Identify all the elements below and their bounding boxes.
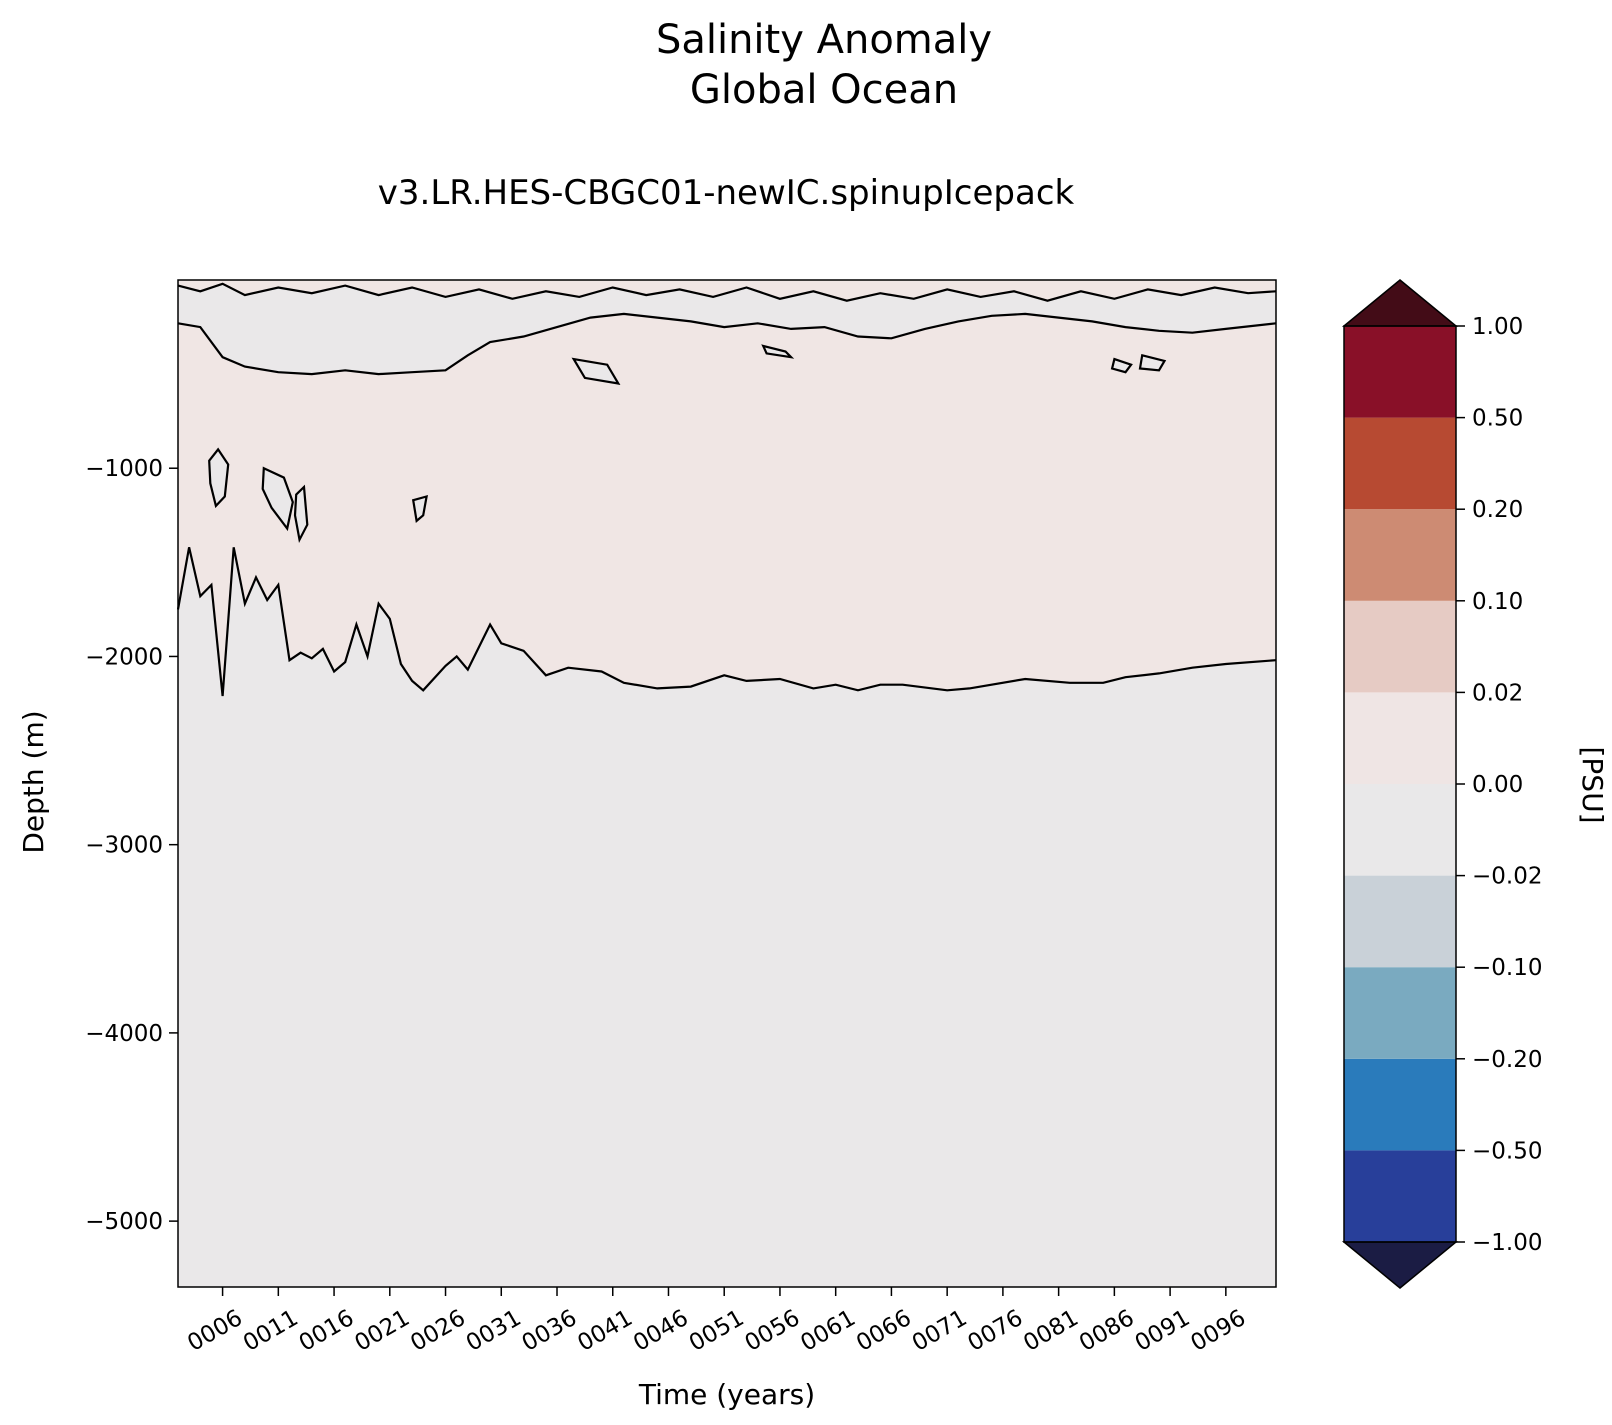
chart-title: Salinity Anomaly: [656, 17, 992, 63]
colorbar-tick-label: −0.10: [1472, 955, 1542, 981]
x-tick-label: 0041: [573, 1305, 637, 1357]
x-tick-label: 0021: [350, 1305, 414, 1357]
x-tick-label: 0026: [406, 1305, 470, 1357]
colorbar-tick-label: 0.50: [1472, 406, 1523, 432]
colorbar-tick-label: −1.00: [1472, 1230, 1542, 1256]
y-tick-label: −3000: [85, 833, 163, 859]
zero-contour-main: [176, 547, 1277, 697]
closed-contour-1: [261, 466, 294, 532]
closed-contour-0: [208, 447, 230, 509]
x-tick-label: 0096: [1186, 1305, 1250, 1357]
x-tick-label: 0051: [685, 1305, 749, 1357]
colorbar-segment: [1344, 600, 1456, 693]
x-tick-label: 0086: [1075, 1305, 1139, 1357]
y-tick-label: −2000: [85, 644, 163, 670]
colorbar-segment: [1344, 1150, 1456, 1242]
x-tick-label: 0046: [629, 1305, 693, 1357]
x-tick-label: 0066: [852, 1305, 916, 1357]
y-axis-ticks: −1000 −2000 −3000 −4000 −5000: [85, 456, 178, 1235]
colorbar-segment: [1344, 967, 1456, 1059]
colorbar: −1.00 −0.50 −0.20 −0.10 −0.02 0.00 0.02 0.10 0.2…: [1341, 279, 1542, 1289]
colorbar-label: [PSU]: [1576, 747, 1609, 824]
colorbar-segment: [1344, 326, 1456, 418]
chart-subtitle: v3.LR.HES-CBGC01-newIC.spinupIcepack: [378, 173, 1075, 213]
plot-area: [176, 279, 1277, 1288]
y-tick-label: −5000: [85, 1209, 163, 1235]
y-tick-label: −1000: [85, 456, 163, 482]
x-tick-label: 0081: [1019, 1305, 1083, 1357]
colorbar-tick-label: 1.00: [1472, 314, 1523, 340]
x-axis-label: Time (years): [638, 1378, 815, 1411]
colorbar-segment: [1344, 875, 1456, 968]
positive-anomaly-region: [178, 313, 1276, 696]
colorbar-tick-label: 0.20: [1472, 497, 1523, 523]
colorbar-segment: [1344, 1058, 1456, 1151]
colorbar-extend-low: [1341, 1241, 1459, 1289]
x-tick-label: 0061: [796, 1305, 860, 1357]
colorbar-segment: [1344, 692, 1456, 784]
closed-pocket-0: [209, 449, 229, 506]
closed-contour-2: [293, 484, 309, 544]
closed-contour-3: [411, 494, 428, 523]
closed-contour-4: [571, 357, 621, 385]
x-tick-label: 0056: [741, 1305, 805, 1357]
colorbar-tick-label: 0.00: [1472, 772, 1523, 798]
colorbar-segment: [1344, 417, 1456, 510]
x-tick-label: 0076: [964, 1305, 1028, 1357]
colorbar-tick-label: 0.10: [1472, 589, 1523, 615]
closed-contour-6: [1110, 357, 1133, 374]
closed-pocket-7: [1140, 355, 1165, 371]
colorbar-tick-label: −0.02: [1472, 864, 1542, 890]
x-tick-label: 0091: [1131, 1305, 1195, 1357]
zero-contour-upper: [177, 312, 1277, 376]
colorbar-extend-high: [1341, 279, 1459, 327]
x-tick-label: 0011: [239, 1305, 303, 1357]
y-tick-label: −4000: [85, 1021, 163, 1047]
colorbar-tick-label: 0.02: [1472, 680, 1523, 706]
plot-frame: [177, 279, 1277, 1288]
x-tick-label: 0031: [462, 1305, 526, 1357]
colorbar-tick-label: −0.20: [1472, 1047, 1542, 1073]
colorbar-segment: [1344, 509, 1456, 601]
x-tick-label: 0036: [518, 1305, 582, 1357]
x-tick-label: 0016: [295, 1305, 359, 1357]
surface-positive-band: [178, 280, 1276, 301]
closed-contour-5: [761, 344, 795, 359]
y-axis-label: Depth (m): [17, 710, 50, 853]
chart-title-line2: Global Ocean: [690, 67, 958, 113]
colorbar-segment: [1344, 784, 1456, 876]
zero-contours: [176, 282, 1277, 697]
x-axis-ticks: 0006001100160021002600310036004100460051…: [183, 1287, 1250, 1357]
zero-contour-surface: [177, 282, 1277, 302]
x-tick-label: 0071: [908, 1305, 972, 1357]
colorbar-tick-label: −0.50: [1472, 1138, 1542, 1164]
closed-contour-7: [1138, 353, 1167, 372]
anomaly-regions: [178, 280, 1276, 696]
x-tick-label: 0006: [183, 1305, 247, 1357]
